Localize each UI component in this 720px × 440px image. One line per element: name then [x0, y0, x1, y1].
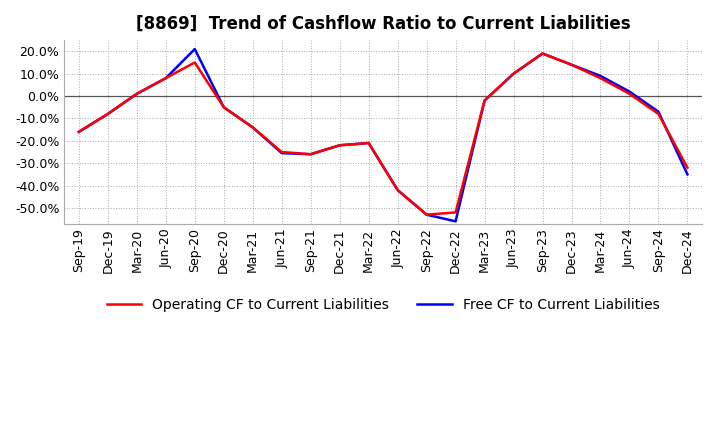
Operating CF to Current Liabilities: [423, 212, 431, 217]
Line: Free CF to Current Liabilities: Free CF to Current Liabilities: [79, 49, 688, 221]
Operating CF to Current Liabilities: [161, 76, 170, 81]
Free CF to Current Liabilities: [539, 51, 547, 56]
Operating CF to Current Liabilities: [132, 91, 141, 96]
Free CF to Current Liabilities: [336, 143, 344, 148]
Operating CF to Current Liabilities: [75, 129, 84, 135]
Operating CF to Current Liabilities: [307, 152, 315, 157]
Operating CF to Current Liabilities: [539, 51, 547, 56]
Operating CF to Current Liabilities: [191, 60, 199, 65]
Operating CF to Current Liabilities: [336, 143, 344, 148]
Free CF to Current Liabilities: [509, 71, 518, 76]
Operating CF to Current Liabilities: [451, 210, 460, 215]
Operating CF to Current Liabilities: [480, 98, 489, 103]
Free CF to Current Liabilities: [191, 47, 199, 52]
Title: [8869]  Trend of Cashflow Ratio to Current Liabilities: [8869] Trend of Cashflow Ratio to Curren…: [136, 15, 631, 33]
Free CF to Current Liabilities: [596, 73, 605, 79]
Free CF to Current Liabilities: [625, 89, 634, 94]
Free CF to Current Liabilities: [104, 111, 112, 117]
Operating CF to Current Liabilities: [625, 91, 634, 96]
Free CF to Current Liabilities: [654, 109, 663, 114]
Free CF to Current Liabilities: [277, 150, 286, 156]
Free CF to Current Liabilities: [364, 140, 373, 146]
Operating CF to Current Liabilities: [509, 71, 518, 76]
Operating CF to Current Liabilities: [220, 105, 228, 110]
Line: Operating CF to Current Liabilities: Operating CF to Current Liabilities: [79, 54, 688, 215]
Free CF to Current Liabilities: [307, 152, 315, 157]
Operating CF to Current Liabilities: [567, 62, 576, 67]
Free CF to Current Liabilities: [161, 76, 170, 81]
Free CF to Current Liabilities: [683, 172, 692, 177]
Free CF to Current Liabilities: [480, 98, 489, 103]
Free CF to Current Liabilities: [423, 212, 431, 217]
Operating CF to Current Liabilities: [364, 140, 373, 146]
Operating CF to Current Liabilities: [104, 111, 112, 117]
Operating CF to Current Liabilities: [248, 125, 257, 130]
Free CF to Current Liabilities: [132, 91, 141, 96]
Operating CF to Current Liabilities: [393, 187, 402, 193]
Free CF to Current Liabilities: [393, 187, 402, 193]
Operating CF to Current Liabilities: [277, 149, 286, 154]
Legend: Operating CF to Current Liabilities, Free CF to Current Liabilities: Operating CF to Current Liabilities, Fre…: [101, 293, 665, 318]
Free CF to Current Liabilities: [220, 105, 228, 110]
Operating CF to Current Liabilities: [596, 76, 605, 81]
Free CF to Current Liabilities: [567, 62, 576, 67]
Operating CF to Current Liabilities: [683, 165, 692, 170]
Free CF to Current Liabilities: [248, 125, 257, 130]
Free CF to Current Liabilities: [451, 219, 460, 224]
Free CF to Current Liabilities: [75, 129, 84, 135]
Operating CF to Current Liabilities: [654, 111, 663, 117]
